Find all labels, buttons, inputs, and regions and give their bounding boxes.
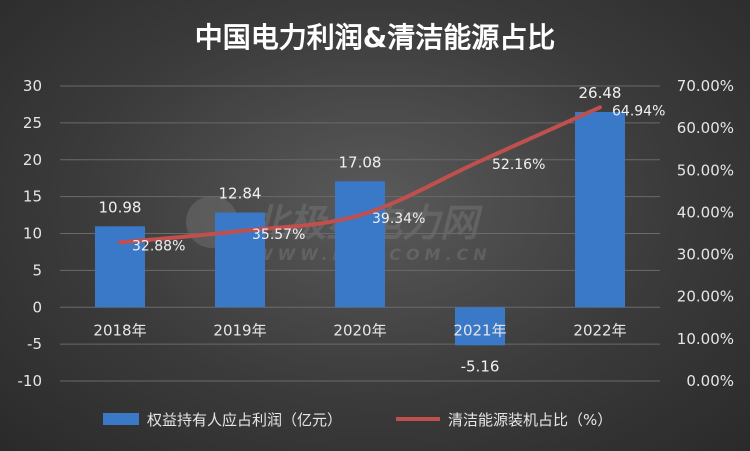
right-tick-label: 20.00%	[677, 288, 734, 306]
right-axis-ticks: 0.00% 10.00% 20.00% 30.00% 40.00% 50.00% 60.00…	[677, 77, 734, 390]
bar-value-label: 12.84	[219, 185, 262, 203]
line-data-labels: 32.88% 35.57% 39.34% 52.16% 64.94%	[132, 103, 665, 254]
bar	[455, 307, 505, 346]
right-tick-label: 30.00%	[677, 246, 734, 264]
right-tick-label: 50.00%	[677, 161, 734, 179]
right-tick-label: 0.00%	[686, 372, 734, 390]
right-tick-label: 10.00%	[677, 330, 734, 348]
left-tick-label: 20	[23, 151, 42, 169]
right-tick-label: 40.00%	[677, 203, 734, 221]
category-labels: 2018年 2019年 2020年 2021年 2022年	[93, 321, 626, 339]
left-tick-label: 15	[23, 188, 42, 206]
left-axis-ticks: -10 -5 0 5 10 15 20 25 30	[18, 77, 43, 390]
bar-series	[95, 111, 625, 346]
category-label: 2021年	[453, 321, 506, 339]
left-tick-label: 30	[23, 77, 42, 95]
line-value-label: 52.16%	[492, 157, 545, 173]
category-label: 2018年	[93, 321, 146, 339]
right-tick-label: 70.00%	[677, 77, 734, 95]
category-label: 2022年	[573, 321, 626, 339]
left-tick-label: 0	[32, 298, 42, 316]
legend-bar-label: 权益持有人应占利润（亿元）	[147, 411, 342, 429]
bar-value-label: 10.98	[99, 198, 142, 216]
left-tick-label: 10	[23, 225, 42, 243]
chart-title: 中国电力利润&清洁能源占比	[195, 21, 555, 54]
line-value-label: 64.94%	[612, 103, 665, 119]
legend-bar-swatch	[103, 413, 139, 425]
line-value-label: 35.57%	[252, 227, 305, 243]
bar	[335, 181, 385, 308]
bar-value-label: -5.16	[461, 357, 500, 375]
bar-value-label: 26.48	[579, 84, 622, 102]
left-tick-label: 5	[32, 261, 42, 279]
legend-line-label: 清洁能源装机占比（%）	[448, 411, 612, 429]
category-label: 2019年	[213, 321, 266, 339]
category-label: 2020年	[333, 321, 386, 339]
bar-data-labels: 10.98 12.84 17.08 -5.16 26.48	[99, 84, 622, 375]
left-tick-label: -10	[18, 372, 43, 390]
line-series-path	[118, 105, 602, 245]
bar-value-label: 17.08	[339, 153, 382, 171]
line-value-label: 39.34%	[372, 211, 425, 227]
legend: 权益持有人应占利润（亿元） 清洁能源装机占比（%）	[103, 411, 612, 429]
left-tick-label: -5	[27, 335, 42, 353]
left-tick-label: 25	[23, 114, 42, 132]
line-series	[118, 105, 602, 245]
bar	[575, 111, 625, 308]
right-tick-label: 60.00%	[677, 119, 734, 137]
line-value-label: 32.88%	[132, 238, 185, 254]
